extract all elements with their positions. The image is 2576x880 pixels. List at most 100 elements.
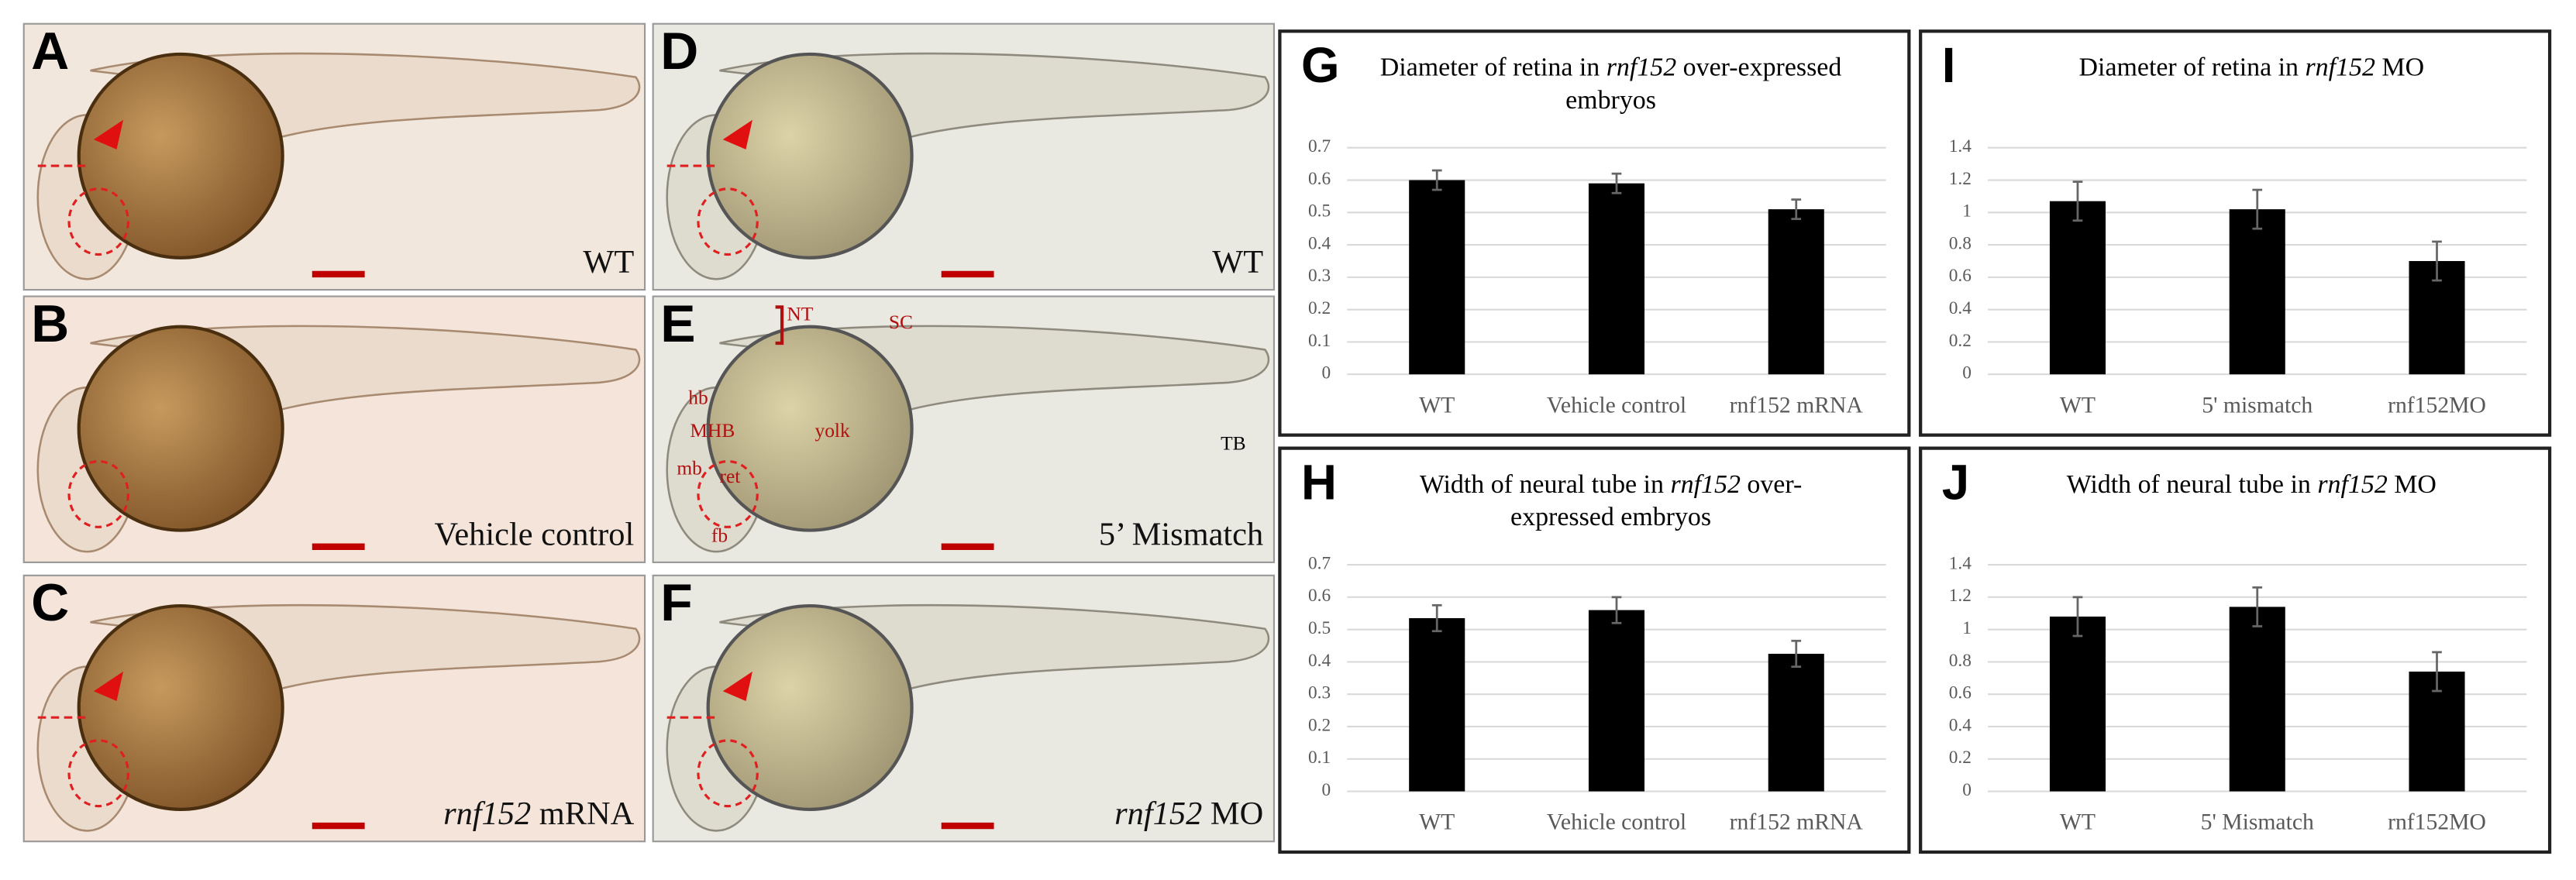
panel-caption: Vehicle control <box>434 517 634 555</box>
bar <box>1768 653 1824 792</box>
title-part: rnf152 <box>2317 471 2388 500</box>
y-tick-label: 0.4 <box>1308 651 1331 671</box>
caption-text: MO <box>1202 796 1264 833</box>
retina-outline <box>67 739 129 808</box>
title-part: rnf152 <box>1670 471 1741 500</box>
chart: 0 0.1 0.2 0.3 0.4 0.5 0.6 0.7 WT Vehicle control r… <box>1308 136 1886 418</box>
photo-panel: B Vehicle control <box>22 295 646 563</box>
x-tick-label: Vehicle control <box>1547 810 1686 835</box>
panel-caption: WT <box>583 245 634 283</box>
embryo-image <box>36 325 641 553</box>
y-tick-label: 0.6 <box>1949 266 1972 286</box>
y-tick-label: 1.4 <box>1949 136 1972 156</box>
caption-text: mRNA <box>531 796 635 833</box>
y-tick-label: 0.5 <box>1308 201 1331 222</box>
panel-caption: rnf152 MO <box>1114 796 1263 834</box>
yolk <box>706 52 914 260</box>
embryo-image <box>666 52 1270 280</box>
yolk <box>706 325 914 532</box>
photo-panel: D WT <box>652 22 1276 291</box>
y-tick-label: 0.6 <box>1308 169 1331 189</box>
x-tick-label: WT <box>1419 393 1455 418</box>
annotation: fb <box>711 524 728 547</box>
title-part: rnf152 <box>2305 53 2375 82</box>
y-tick-label: 0 <box>1321 780 1331 800</box>
embryo-image <box>666 305 1270 553</box>
arrowhead <box>93 671 123 701</box>
bar <box>1409 618 1465 792</box>
embryo-image <box>666 603 1270 832</box>
caption-italic: rnf152 <box>443 796 532 833</box>
chart-panel: 0 0.1 0.2 0.3 0.4 0.5 0.6 0.7 WT Vehicle control r… <box>1278 446 1911 854</box>
x-tick-label: 5' mismatch <box>2202 393 2313 418</box>
panel-label: C <box>31 574 70 632</box>
y-tick-label: 0.4 <box>1949 298 1972 318</box>
x-tick-label: WT <box>2060 810 2096 835</box>
annotation: yolk <box>814 418 850 442</box>
title-part: over-expressed embryos <box>1510 471 1803 532</box>
title-part: Width of neural tube in <box>2066 471 2318 500</box>
bar <box>1588 183 1645 375</box>
chart-label: J <box>1941 456 1970 511</box>
y-tick-label: 0.8 <box>1949 233 1972 253</box>
caption-text: Vehicle control <box>434 517 635 554</box>
y-tick-label: 0.6 <box>1308 586 1331 606</box>
bar <box>2229 607 2285 792</box>
caption-text: 5’ Mismatch <box>1098 517 1264 554</box>
caption-text: WT <box>1212 244 1264 281</box>
y-tick-label: 0 <box>1962 363 1972 383</box>
panel-label: B <box>31 295 70 353</box>
y-tick-label: 0.2 <box>1949 331 1972 351</box>
panel-caption: WT <box>1212 245 1263 283</box>
annotation: MHB <box>690 418 735 442</box>
x-tick-label: rnf152 mRNA <box>1730 393 1864 418</box>
title-part: Diameter of retina in <box>1379 53 1607 82</box>
retina-outline <box>697 459 759 528</box>
x-tick-label: rnf152MO <box>2388 810 2486 835</box>
y-tick-label: 0.8 <box>1949 651 1972 671</box>
yolk <box>77 52 284 260</box>
y-tick-label: 0.7 <box>1308 136 1331 156</box>
panel-caption: rnf152 mRNA <box>443 796 634 834</box>
retina-outline <box>67 459 129 528</box>
yolk <box>706 603 914 811</box>
retina-outline <box>697 187 759 256</box>
caption-italic: rnf152 <box>1114 796 1203 833</box>
photo-panel: A WT <box>22 22 646 291</box>
arrowhead <box>722 671 752 701</box>
y-tick-label: 0.3 <box>1308 266 1331 286</box>
annotation: mb <box>677 456 702 480</box>
title-part: Width of neural tube in <box>1419 471 1671 500</box>
arrowhead <box>722 119 752 150</box>
embryo-image <box>36 52 641 280</box>
bar <box>2049 201 2106 375</box>
y-tick-label: 0.1 <box>1308 331 1331 351</box>
panel-label: F <box>660 574 693 632</box>
annotation: SC <box>888 310 914 334</box>
y-tick-label: 0 <box>1321 363 1331 383</box>
y-tick-label: 0.4 <box>1949 715 1972 735</box>
y-tick-label: 0.1 <box>1308 748 1331 768</box>
bar <box>1409 180 1465 375</box>
panel-label: D <box>660 22 699 81</box>
chart: 0 0.2 0.4 0.6 0.8 1 1.2 1.4 WT 5' mismatch rnf152M… <box>1949 136 2527 418</box>
chart-label: G <box>1300 39 1340 94</box>
annotation: NT <box>787 301 814 325</box>
bar <box>1588 610 1645 792</box>
chart-label: I <box>1941 39 1956 94</box>
y-tick-label: 0.2 <box>1308 715 1331 735</box>
y-tick-label: 0.2 <box>1949 748 1972 768</box>
caption-text: WT <box>583 244 635 281</box>
yolk <box>77 325 284 532</box>
panel-label: E <box>660 295 696 353</box>
chart: 0 0.1 0.2 0.3 0.4 0.5 0.6 0.7 WT Vehicle control r… <box>1308 553 1886 835</box>
y-tick-label: 1.2 <box>1949 169 1972 189</box>
x-tick-label: rnf152 mRNA <box>1730 810 1864 835</box>
panel-label: A <box>31 22 70 81</box>
y-tick-label: 0 <box>1962 780 1972 800</box>
y-tick-label: 0.3 <box>1308 683 1331 703</box>
